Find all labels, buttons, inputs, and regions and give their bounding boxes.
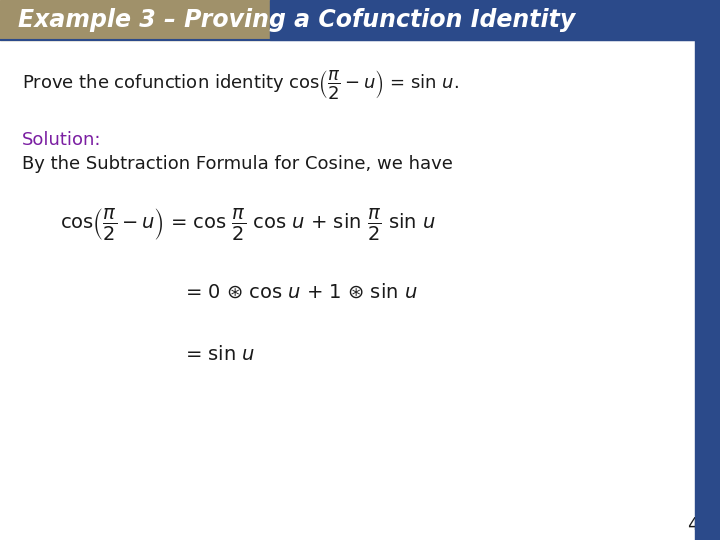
Text: 4: 4	[688, 516, 698, 534]
Text: = 0 $\circledast$ cos $u$ + 1 $\circledast$ sin $u$: = 0 $\circledast$ cos $u$ + 1 $\circleda…	[185, 282, 418, 301]
Text: cos$\left(\dfrac{\pi}{2} - u\right)$ = cos $\dfrac{\pi}{2}$ cos $u$ + sin $\dfra: cos$\left(\dfrac{\pi}{2} - u\right)$ = c…	[60, 206, 436, 242]
Bar	[695, 40, 720, 540]
Text: Example 3 – Proving a Cofunction Identity: Example 3 – Proving a Cofunction Identit…	[18, 8, 575, 32]
Bar	[270, 0, 720, 40]
Text: = sin $u$: = sin $u$	[185, 346, 255, 365]
Text: By the Subtraction Formula for Cosine, we have: By the Subtraction Formula for Cosine, w…	[22, 155, 453, 173]
Text: Solution:: Solution:	[22, 131, 102, 149]
Text: Prove the cofunction identity cos$\left(\dfrac{\pi}{2} - u\right)$ = sin $u$.: Prove the cofunction identity cos$\left(…	[22, 69, 459, 102]
Bar	[0, 0, 270, 40]
